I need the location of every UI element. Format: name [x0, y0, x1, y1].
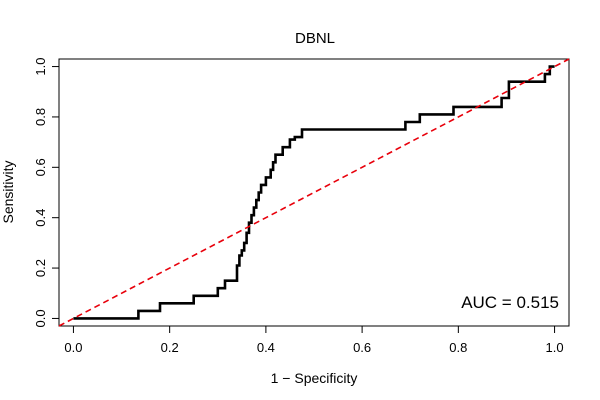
y-tick-label: 1.0	[33, 58, 48, 76]
y-tick-label: 0.6	[33, 158, 48, 176]
x-tick-label: 0.8	[449, 340, 467, 355]
x-tick-label: 0.6	[353, 340, 371, 355]
plot-area	[58, 58, 570, 327]
y-tick-label: 0.2	[33, 259, 48, 277]
reference-diagonal-line	[58, 58, 570, 327]
x-axis-label: 1 − Specificity	[271, 370, 358, 386]
y-axis: 0.0 0.2 0.4 0.6 0.8 1.0	[33, 58, 60, 327]
x-tick-label: 0.4	[257, 340, 275, 355]
plot-frame	[58, 58, 570, 327]
roc-curve-line	[73, 65, 555, 320]
y-tick-label: 0.8	[33, 108, 48, 126]
y-tick-label: 0.0	[33, 309, 48, 327]
y-tick-label: 0.4	[33, 209, 48, 227]
chart-title: DBNL	[295, 30, 335, 47]
x-tick-label: 1.0	[546, 340, 564, 355]
x-tick-label: 0.2	[161, 340, 179, 355]
x-tick-label: 0.0	[64, 340, 82, 355]
y-axis-label: Sensitivity	[0, 160, 16, 223]
auc-annotation: AUC = 0.515	[461, 293, 559, 312]
x-axis: 0.0 0.2 0.4 0.6 0.8 1.0	[64, 325, 564, 355]
